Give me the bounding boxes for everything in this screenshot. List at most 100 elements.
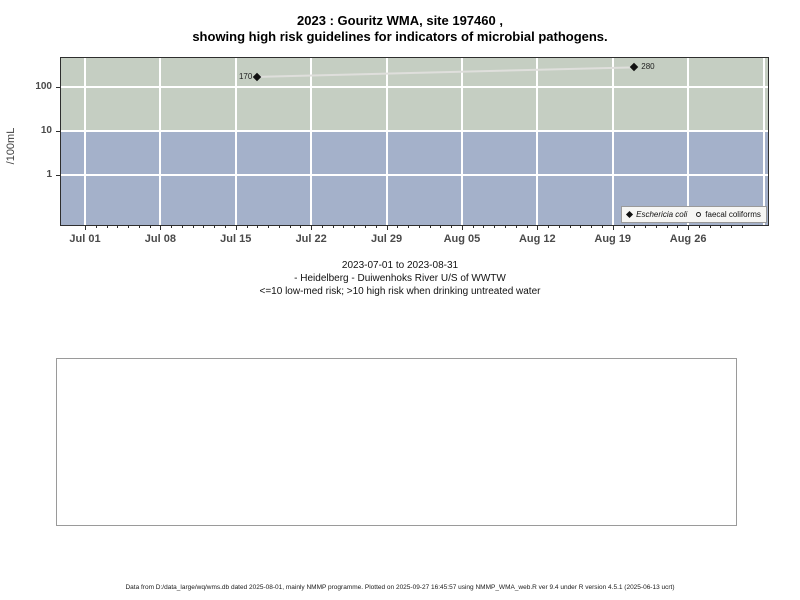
x-minor-tick — [472, 226, 474, 228]
x-minor-tick — [214, 226, 216, 228]
x-tick-label: Jul 01 — [69, 233, 101, 245]
legend-label-faecal-coliforms: faecal coliforms — [705, 210, 761, 219]
y-tick-label: 10 — [40, 125, 52, 136]
x-minor-tick — [246, 226, 248, 228]
x-minor-tick — [95, 226, 97, 228]
y-tick-label: 1 — [46, 169, 52, 180]
x-major-tick — [160, 226, 162, 230]
legend-label-ecoli: Eschericia coli — [636, 210, 688, 219]
legend-item-faecal-coliforms: faecal coliforms — [696, 210, 761, 219]
x-minor-tick — [181, 226, 183, 228]
x-minor-tick — [526, 226, 528, 228]
y-axis-tick — [56, 87, 60, 88]
y-axis-tick — [56, 175, 60, 176]
x-tick-label: Aug 26 — [669, 233, 707, 245]
x-minor-tick — [709, 226, 711, 228]
x-minor-tick — [429, 226, 431, 228]
x-minor-tick — [698, 226, 700, 228]
x-tick-label: Aug 05 — [443, 233, 481, 245]
x-major-tick — [537, 226, 539, 230]
caption-date-range: 2023-07-01 to 2023-08-31 — [341, 260, 459, 271]
x-minor-tick — [548, 226, 550, 228]
v-gridline — [762, 58, 765, 225]
x-major-tick — [235, 226, 237, 230]
chart-title: 2023 : Gouritz WMA, site 197460 , showin… — [0, 13, 800, 44]
x-minor-tick — [332, 226, 334, 228]
x-minor-tick — [720, 226, 722, 228]
footer-note: Data from D:/data_large/wq/wms.db dated … — [125, 584, 675, 591]
x-minor-tick — [666, 226, 668, 228]
data-point-label: 280 — [641, 62, 655, 72]
x-major-tick — [386, 226, 388, 230]
v-gridline — [611, 58, 614, 225]
x-minor-tick — [343, 226, 345, 228]
x-minor-tick — [149, 226, 151, 228]
x-minor-tick — [580, 226, 582, 228]
data-point-label: 170 — [238, 71, 253, 81]
x-minor-tick — [418, 226, 420, 228]
x-minor-tick — [558, 226, 560, 228]
high-risk-band — [61, 58, 768, 131]
x-minor-tick — [289, 226, 291, 228]
x-minor-tick — [677, 226, 679, 228]
v-gridline — [460, 58, 463, 225]
h-gridline — [61, 174, 768, 176]
x-minor-tick — [397, 226, 399, 228]
x-major-tick — [311, 226, 313, 230]
x-minor-tick — [515, 226, 517, 228]
x-minor-tick — [505, 226, 507, 228]
x-tick-label: Jul 08 — [144, 233, 176, 245]
x-minor-tick — [321, 226, 323, 228]
legend-item-ecoli: Eschericia coli — [626, 210, 688, 219]
x-minor-tick — [408, 226, 410, 228]
x-minor-tick — [569, 226, 571, 228]
x-minor-tick — [494, 226, 496, 228]
x-minor-tick — [171, 226, 173, 228]
x-major-tick — [612, 226, 614, 230]
empty-panel — [56, 358, 737, 526]
filled-diamond-icon — [626, 210, 634, 219]
x-minor-tick — [591, 226, 593, 228]
y-axis-tick — [56, 131, 60, 132]
chart-title-line1: 2023 : Gouritz WMA, site 197460 , — [297, 13, 503, 28]
x-minor-tick — [257, 226, 259, 228]
x-minor-tick — [278, 226, 280, 228]
x-tick-label: Aug 19 — [594, 233, 632, 245]
series-line-layer — [257, 66, 635, 78]
v-gridline — [687, 58, 690, 225]
x-minor-tick — [645, 226, 647, 228]
x-minor-tick — [601, 226, 603, 228]
x-minor-tick — [483, 226, 485, 228]
x-major-tick — [85, 226, 86, 230]
legend: Eschericia coli faecal coliforms — [621, 206, 767, 223]
x-minor-tick — [117, 226, 119, 228]
chart-title-line2: showing high risk guidelines for indicat… — [192, 28, 608, 44]
x-tick-label: Jul 22 — [295, 233, 327, 245]
x-minor-tick — [225, 226, 226, 228]
x-minor-tick — [203, 226, 205, 228]
x-minor-tick — [192, 226, 194, 228]
x-minor-tick — [440, 226, 442, 228]
x-minor-tick — [741, 226, 743, 228]
x-tick-label: Aug 12 — [518, 233, 556, 245]
caption-site-description: - Heidelberg - Duiwenhoks River U/S of W… — [294, 273, 506, 284]
v-gridline — [234, 58, 237, 225]
plot-area: 170 280 Eschericia coli faecal coliforms — [60, 57, 769, 226]
v-gridline — [84, 58, 86, 225]
v-gridline — [310, 58, 313, 225]
x-minor-tick — [128, 226, 130, 228]
v-gridline — [385, 58, 388, 225]
x-minor-tick — [655, 226, 657, 228]
x-minor-tick — [365, 226, 367, 228]
x-minor-tick — [300, 226, 302, 228]
h-gridline — [61, 86, 768, 88]
x-minor-tick — [731, 226, 733, 228]
x-minor-tick — [623, 226, 625, 228]
x-tick-label: Jul 29 — [370, 233, 403, 245]
y-axis-title: /100mL — [5, 127, 17, 165]
caption-risk-note: <=10 low-med risk; >10 high risk when dr… — [259, 286, 541, 297]
x-minor-tick — [354, 226, 356, 228]
x-minor-tick — [451, 226, 453, 228]
series-line — [257, 66, 635, 78]
